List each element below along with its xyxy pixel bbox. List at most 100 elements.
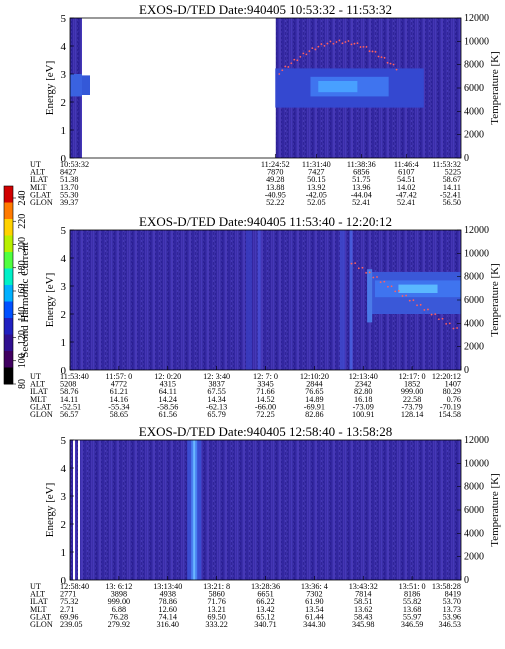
temperature-point <box>329 40 332 43</box>
data-gap <box>90 18 276 158</box>
table-cell: -69.91 <box>304 402 325 411</box>
temperature-point <box>405 294 408 297</box>
table-cell: 52.22 <box>266 198 284 207</box>
temperature-point <box>332 42 335 45</box>
y-tick-label: 4 <box>61 41 67 53</box>
temperature-point <box>441 317 444 320</box>
table-cell: 71.66 <box>256 387 274 396</box>
table-cell: 13:13:40 <box>153 582 182 591</box>
table-cell: 14.16 <box>110 395 128 404</box>
colorbar-segment <box>4 252 13 269</box>
temperature-point <box>419 303 422 306</box>
temperature-point <box>372 276 375 279</box>
table-cell: 22.58 <box>403 395 421 404</box>
table-cell: 13.73 <box>443 605 461 614</box>
temperature-point <box>361 266 364 269</box>
y-tick-label: 4 <box>61 253 67 265</box>
colorbar-segment <box>4 367 13 385</box>
table-cell: 3837 <box>208 380 224 389</box>
table-cell: 6651 <box>257 590 273 599</box>
table-cell: 13.21 <box>207 605 225 614</box>
table-cell: 54.51 <box>397 175 415 184</box>
table-cell: -52.51 <box>60 402 81 411</box>
table-cell: -73.09 <box>353 402 374 411</box>
table-cell: 78.86 <box>159 597 177 606</box>
table-cell: 7814 <box>355 590 371 599</box>
temperature-point <box>323 44 326 47</box>
table-cell: 13.54 <box>305 605 323 614</box>
temperature-point <box>437 318 440 321</box>
table-cell: 61.44 <box>305 612 323 621</box>
y-tick-label: 1 <box>61 547 67 559</box>
table-cell: 58.76 <box>60 387 78 396</box>
table-row-label: ALT <box>30 380 45 389</box>
table-cell: 13:58:28 <box>432 582 461 591</box>
y-tick-label: 0 <box>61 365 67 377</box>
table-cell: 14.24 <box>159 395 177 404</box>
temperature-point <box>365 271 367 274</box>
colorbar-tick-label: 200 <box>17 237 28 252</box>
colorbar: 240 220 200 180 160 140 120 100 80 <box>3 185 28 389</box>
temperature-point <box>452 327 455 330</box>
table-cell: 76.28 <box>110 612 128 621</box>
table-cell: 14.02 <box>397 183 415 192</box>
table-cell: 999.00 <box>401 387 424 396</box>
y-tick-label: 3 <box>61 281 67 293</box>
colorbar-segment <box>4 351 13 368</box>
table-cell: 1852 <box>404 380 420 389</box>
y2-axis-label: Temperature [K] <box>489 51 501 124</box>
table-row-label: ILAT <box>30 175 48 184</box>
table-cell: 11:31:40 <box>302 160 331 169</box>
table-row-label: MLT <box>30 605 47 614</box>
table-cell: 65.12 <box>256 612 274 621</box>
y2-tick-label: 2000 <box>464 342 484 353</box>
colorbar-tick-label: 120 <box>17 330 28 345</box>
table-cell: 13:28:36 <box>251 582 280 591</box>
table-cell: 128.14 <box>401 410 424 419</box>
table-cell: 51.75 <box>352 175 370 184</box>
table-cell: 65.79 <box>207 410 225 419</box>
table-cell: 12:10:20 <box>300 372 329 381</box>
temperature-point <box>448 322 451 325</box>
y-tick-label: 1 <box>61 125 67 137</box>
table-cell: 999.00 <box>108 597 131 606</box>
temperature-point <box>302 52 305 55</box>
table-cell: 74.14 <box>159 612 177 621</box>
table-cell: 279.92 <box>108 620 131 629</box>
table-cell: 80.29 <box>443 387 461 396</box>
panel-3: EXOS-D/TED Date:940405 12:58:40 - 13:58:… <box>30 424 501 629</box>
table-cell: 2.71 <box>60 605 74 614</box>
table-cell: 4938 <box>160 590 176 599</box>
table-cell: 12:17: 0 <box>399 372 426 381</box>
colorbar-frame <box>3 185 14 385</box>
colorbar-segment <box>4 219 13 236</box>
table-row-label: UT <box>30 160 41 169</box>
temperature-point <box>383 56 386 59</box>
table-cell: 7870 <box>267 168 283 177</box>
table-cell: 50.15 <box>307 175 325 184</box>
table-cell: 8427 <box>60 168 76 177</box>
table-cell: 4772 <box>111 380 127 389</box>
table-cell: 13.70 <box>60 183 78 192</box>
temperature-point <box>353 42 356 45</box>
table-cell: 82.80 <box>354 387 372 396</box>
y-tick-label: 2 <box>61 97 67 109</box>
table-cell: 61.90 <box>305 597 323 606</box>
table-cell: -70.19 <box>440 402 461 411</box>
table-cell: 0.76 <box>447 395 461 404</box>
temperature-point <box>344 41 347 43</box>
colorbar-tick-label: 140 <box>17 307 28 322</box>
table-cell: 72.25 <box>256 410 274 419</box>
colorbar-tick-label: 240 <box>17 191 28 206</box>
table-cell: 12: 7: 0 <box>253 372 278 381</box>
temperature-point <box>314 48 317 51</box>
table-cell: 61.56 <box>159 410 177 419</box>
table-row-label: MLT <box>30 395 47 404</box>
panel-2: EXOS-D/TED Date:940405 11:53:40 - 12:20:… <box>30 214 501 419</box>
energy-band-core <box>318 81 358 93</box>
table-cell: -58.56 <box>157 402 178 411</box>
table-cell: 67.55 <box>207 387 225 396</box>
table-cell: 14.52 <box>256 395 274 404</box>
temperature-point <box>338 39 341 42</box>
table-cell: 6.88 <box>112 605 126 614</box>
